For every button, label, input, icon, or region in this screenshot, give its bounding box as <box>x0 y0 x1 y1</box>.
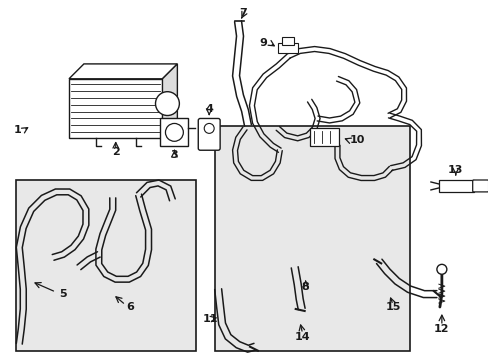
Circle shape <box>155 92 179 116</box>
FancyBboxPatch shape <box>198 118 220 150</box>
Polygon shape <box>162 64 177 138</box>
Text: 13: 13 <box>447 165 463 175</box>
Text: 3: 3 <box>170 150 178 160</box>
Text: 2: 2 <box>112 147 120 157</box>
Bar <box>16 180 196 351</box>
Text: 6: 6 <box>126 302 134 312</box>
Text: 8: 8 <box>301 282 309 292</box>
Bar <box>69 79 163 138</box>
Text: 1: 1 <box>13 125 21 135</box>
Bar <box>309 129 339 146</box>
Text: 7: 7 <box>239 8 246 18</box>
Bar <box>160 118 188 146</box>
Bar <box>277 43 297 53</box>
Text: 5: 5 <box>59 289 67 299</box>
Circle shape <box>436 264 446 274</box>
Text: 12: 12 <box>433 324 448 334</box>
Text: 10: 10 <box>349 135 364 145</box>
Bar <box>438 180 473 192</box>
Bar <box>215 126 409 351</box>
Text: 11: 11 <box>202 314 218 324</box>
Circle shape <box>165 123 183 141</box>
Polygon shape <box>69 64 177 79</box>
Text: 14: 14 <box>294 332 310 342</box>
Bar <box>281 37 293 45</box>
FancyBboxPatch shape <box>472 180 488 192</box>
Text: 9: 9 <box>259 38 266 48</box>
Text: 15: 15 <box>385 302 400 312</box>
Circle shape <box>204 123 214 133</box>
Text: 4: 4 <box>205 104 213 113</box>
